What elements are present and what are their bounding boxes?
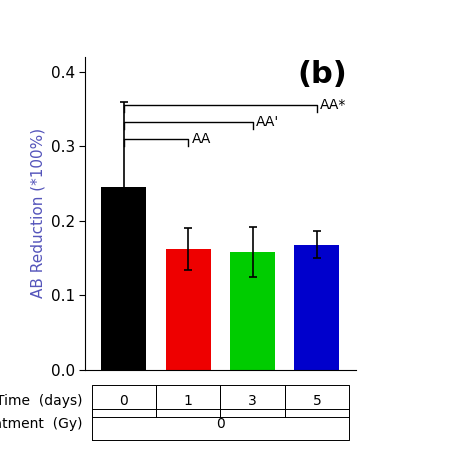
Text: Treatment  (Gy): Treatment (Gy) [0,418,82,431]
Bar [101,187,146,370]
Text: 5: 5 [312,394,321,408]
Text: (b): (b) [298,60,347,89]
Text: Time  (days): Time (days) [0,394,82,408]
Text: 0: 0 [216,418,225,431]
Bar [230,252,275,370]
Text: AA*: AA* [320,98,346,111]
Bar [294,245,339,370]
Text: AA: AA [191,132,211,146]
Text: 0: 0 [119,394,128,408]
Y-axis label: AB Reduction (*100%): AB Reduction (*100%) [30,128,45,298]
Text: AA': AA' [256,115,279,128]
Text: 1: 1 [184,394,193,408]
Text: 3: 3 [248,394,257,408]
Bar [166,249,211,370]
